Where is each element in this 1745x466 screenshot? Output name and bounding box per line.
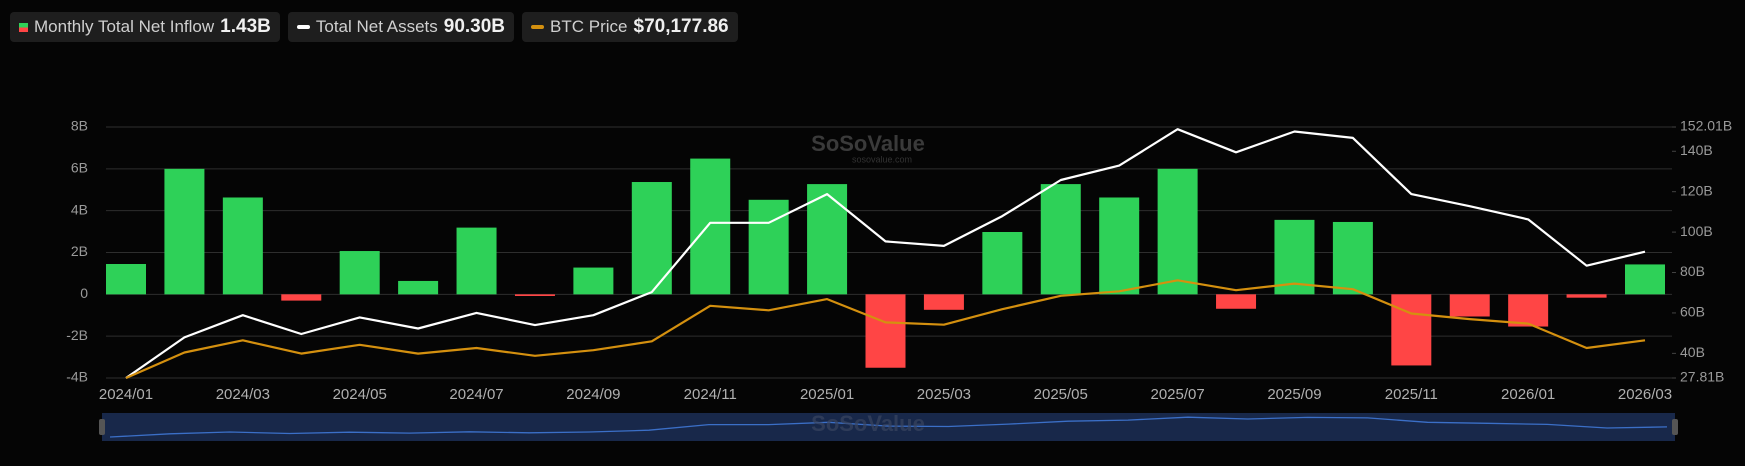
y2-tick-label: 120B <box>1680 182 1713 198</box>
x-tick-label: 2024/11 <box>684 386 737 403</box>
legend: Monthly Total Net Inflow 1.43B Total Net… <box>10 12 738 42</box>
legend-value: 1.43B <box>220 16 271 37</box>
legend-swatch <box>531 25 545 29</box>
bar <box>1157 168 1198 295</box>
bar <box>1332 221 1373 295</box>
line <box>125 279 1646 380</box>
legend-label: Monthly Total Net Inflow <box>34 17 215 36</box>
legend-label: BTC Price <box>550 17 628 36</box>
legend-item[interactable]: BTC Price $70,177.86 <box>522 12 738 42</box>
y2-tick-label: 27.81B <box>1680 369 1724 385</box>
bar <box>748 199 789 295</box>
legend-label: Total Net Assets <box>315 17 438 36</box>
navigator-handle[interactable] <box>99 419 105 435</box>
x-tick-label: 2024/03 <box>216 386 270 403</box>
bar <box>807 184 848 295</box>
y-tick-label: -4B <box>66 369 88 385</box>
bar <box>1508 294 1549 327</box>
navigator-line <box>109 416 1668 438</box>
y2-tick-label: 140B <box>1680 142 1713 158</box>
x-tick-label: 2024/01 <box>99 386 153 403</box>
watermark: SoSoValue <box>811 411 925 436</box>
legend-item[interactable]: Total Net Assets 90.30B <box>287 12 515 42</box>
x-tick-label: 2025/03 <box>917 386 971 403</box>
legend-value: 90.30B <box>443 16 506 37</box>
x-tick-label: 2025/11 <box>1385 386 1438 403</box>
bar <box>690 158 731 295</box>
bar <box>573 267 614 295</box>
bar <box>1040 184 1081 295</box>
bar <box>164 168 205 295</box>
x-tick-label: 2025/07 <box>1150 386 1204 403</box>
legend-swatch <box>19 22 28 32</box>
bar <box>1274 219 1315 295</box>
y2-tick-label: 100B <box>1680 223 1713 239</box>
bar <box>982 232 1023 295</box>
bar <box>1566 294 1607 298</box>
y-tick-label: 8B <box>71 118 88 134</box>
x-tick-label: 2024/05 <box>333 386 387 403</box>
watermark: SoSoValue <box>811 131 925 156</box>
bar <box>456 227 497 295</box>
y-tick-label: 2B <box>71 243 88 259</box>
x-tick-label: 2025/05 <box>1034 386 1088 403</box>
bar <box>339 251 380 295</box>
bar <box>865 294 906 368</box>
y-tick-label: 6B <box>71 160 88 176</box>
y-tick-label: 4B <box>71 201 88 217</box>
bar <box>1216 294 1257 309</box>
y2-tick-label: 60B <box>1680 304 1705 320</box>
y2-tick-label: 152.01B <box>1680 118 1732 134</box>
x-tick-label: 2025/09 <box>1267 386 1321 403</box>
x-tick-label: 2024/09 <box>566 386 620 403</box>
legend-swatch <box>296 25 310 29</box>
bar <box>398 280 439 295</box>
bar <box>1625 264 1665 295</box>
bar <box>222 197 263 295</box>
navigator-handle[interactable] <box>1672 419 1678 435</box>
x-tick-label: 2026/03 <box>1618 386 1672 403</box>
navigator <box>102 413 1675 441</box>
y-tick-label: -2B <box>66 327 88 343</box>
legend-value: $70,177.86 <box>633 16 729 37</box>
bar <box>1099 197 1140 295</box>
x-tick-label: 2026/01 <box>1501 386 1555 403</box>
legend-item[interactable]: Monthly Total Net Inflow 1.43B <box>10 12 280 42</box>
watermark-url: sosovalue.com <box>852 154 912 164</box>
bar <box>923 294 964 310</box>
y-tick-label: 0 <box>80 285 88 301</box>
bar <box>1391 294 1432 366</box>
line <box>125 128 1646 379</box>
y2-tick-label: 40B <box>1680 344 1705 360</box>
bar <box>281 294 322 301</box>
x-tick-label: 2025/01 <box>800 386 854 403</box>
y2-tick-label: 80B <box>1680 263 1705 279</box>
bar <box>106 264 146 295</box>
bar <box>1449 294 1490 317</box>
bar <box>631 182 672 295</box>
bar <box>514 294 555 297</box>
x-tick-label: 2024/07 <box>449 386 503 403</box>
